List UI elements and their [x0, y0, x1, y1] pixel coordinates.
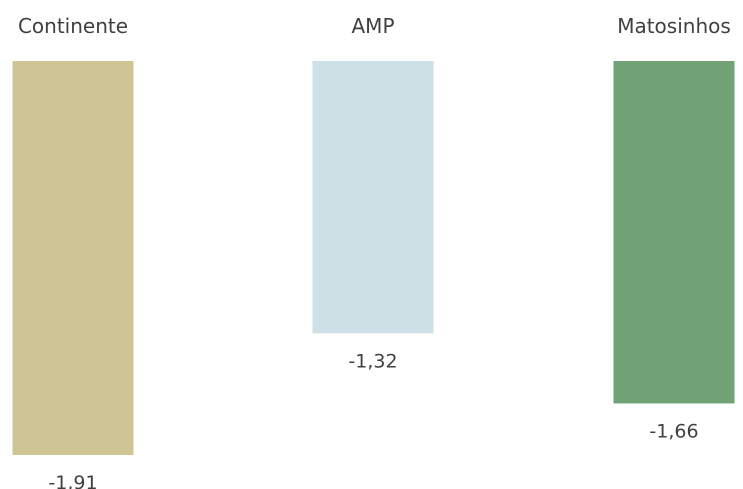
- value-label-amp: -1,32: [348, 350, 397, 372]
- category-label-continente: Continente: [18, 14, 128, 38]
- value-label-matosinhos: -1,66: [649, 420, 698, 442]
- bar-continente: [12, 61, 134, 455]
- category-label-matosinhos: Matosinhos: [617, 14, 731, 38]
- value-label-continente: -1,91: [48, 472, 97, 489]
- category-label-amp: AMP: [352, 14, 395, 38]
- bar-matosinhos: [613, 61, 735, 404]
- bar-amp: [312, 61, 434, 334]
